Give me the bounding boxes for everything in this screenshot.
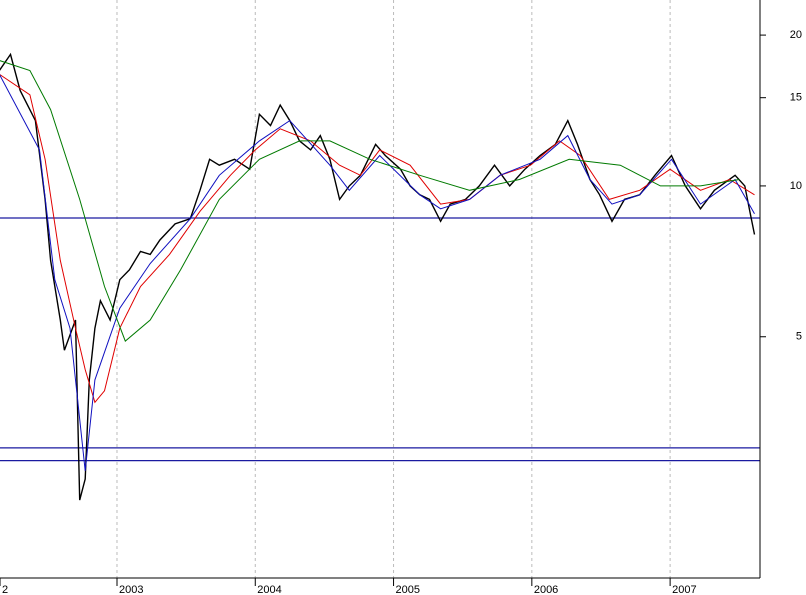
x-tick-label: 2007 — [672, 584, 696, 595]
series-line — [0, 60, 740, 342]
plot-background — [0, 0, 760, 578]
y-tick-label: 10 — [790, 180, 802, 192]
y-tick-label: 5 — [796, 331, 802, 343]
series-line — [0, 74, 755, 471]
series-line — [0, 74, 755, 404]
y-tick-label: 15 — [790, 92, 802, 104]
x-tick-label: 2004 — [257, 584, 281, 595]
x-tick-label: 2003 — [119, 584, 143, 595]
x-tick-label: 2 — [2, 584, 8, 595]
y-tick-label: 20 — [790, 29, 802, 41]
series-line — [0, 52, 756, 501]
x-tick-label: 2005 — [396, 584, 420, 595]
x-tick-label: 2006 — [534, 584, 558, 595]
